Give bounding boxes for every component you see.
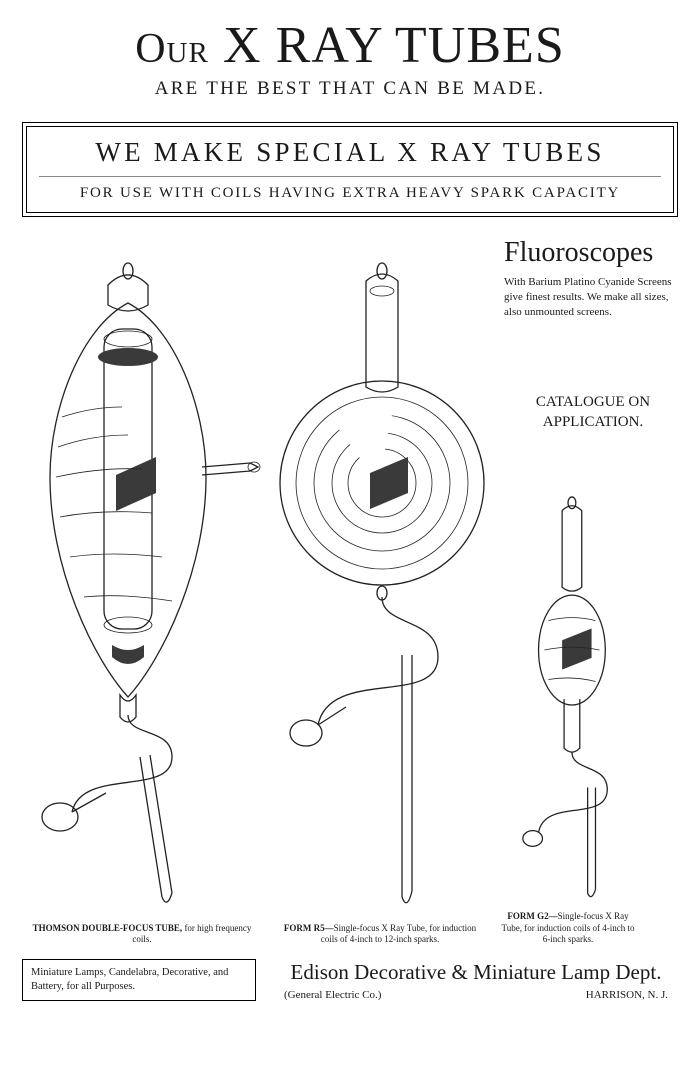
caption-rest: Single-focus X Ray Tube, for induction c… (321, 923, 476, 944)
illustration-row: Fluoroscopes With Barium Platino Cyanide… (22, 233, 678, 945)
headline-our: Our (135, 26, 209, 72)
footer-box: Miniature Lamps, Candelabra, Decorative,… (22, 959, 256, 1001)
tube-thomson-caption: THOMSON DOUBLE-FOCUS TUBE, for high freq… (28, 923, 256, 946)
footer: Miniature Lamps, Candelabra, Decorative,… (22, 959, 678, 1001)
tube-g2-illustration (508, 493, 628, 905)
banner-line2: FOR USE WITH COILS HAVING EXTRA HEAVY SP… (39, 185, 661, 202)
caption-bold: FORM R5— (284, 923, 334, 933)
company-block: Edison Decorative & Miniature Lamp Dept.… (274, 960, 678, 1001)
banner: WE MAKE SPECIAL X RAY TUBES FOR USE WITH… (22, 122, 678, 217)
company-parenthetical: (General Electric Co.) (284, 989, 381, 1001)
fluoroscopes-title: Fluoroscopes (504, 237, 678, 269)
tube-thomson: THOMSON DOUBLE-FOCUS TUBE, for high freq… (22, 233, 262, 945)
catalogue-note: CATALOGUE ON APPLICATION. (508, 393, 678, 432)
tube-thomson-illustration (22, 257, 262, 917)
tube-r5: FORM R5—Single-focus X Ray Tube, for ind… (270, 233, 490, 945)
banner-line1: WE MAKE SPECIAL X RAY TUBES (39, 137, 661, 177)
tube-g2: FORM G2—Single-focus X Ray Tube, for ind… (498, 233, 638, 945)
company-location: HARRISON, N. J. (586, 989, 668, 1001)
company-name: Edison Decorative & Miniature Lamp Dept. (274, 960, 678, 985)
caption-bold: THOMSON DOUBLE-FOCUS TUBE, (33, 923, 183, 933)
headline-main: Our X RAY TUBES (22, 20, 678, 72)
company-subline: (General Electric Co.) HARRISON, N. J. (274, 989, 678, 1001)
headline: Our X RAY TUBES (22, 20, 678, 72)
caption-bold: FORM G2— (507, 911, 557, 921)
subhead: ARE THE BEST THAT CAN BE MADE. (22, 78, 678, 100)
tube-g2-caption: FORM G2—Single-focus X Ray Tube, for ind… (502, 911, 635, 945)
headline-rest: X RAY TUBES (209, 17, 565, 74)
banner-inner: WE MAKE SPECIAL X RAY TUBES FOR USE WITH… (26, 126, 674, 213)
tube-r5-caption: FORM R5—Single-focus X Ray Tube, for ind… (276, 923, 485, 946)
tube-r5-illustration (270, 257, 490, 917)
fluoroscopes-copy: Fluoroscopes With Barium Platino Cyanide… (504, 237, 678, 320)
fluoroscopes-body: With Barium Platino Cyanide Screens give… (504, 275, 678, 320)
